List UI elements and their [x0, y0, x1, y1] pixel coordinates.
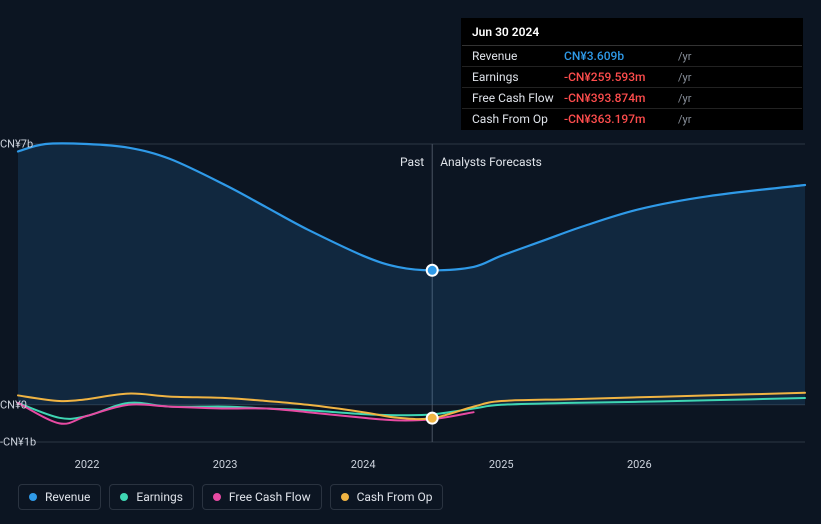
- legend: Revenue Earnings Free Cash Flow Cash From O…: [18, 484, 443, 510]
- y-axis-label: CN¥0: [0, 398, 27, 411]
- tooltip-metric-label: Free Cash Flow: [472, 91, 564, 105]
- x-axis-label: 2025: [489, 458, 514, 471]
- legend-dot-icon: [120, 493, 128, 501]
- x-axis-label: 2023: [213, 458, 238, 471]
- legend-item-earnings[interactable]: Earnings: [109, 484, 194, 510]
- legend-item-cfo[interactable]: Cash From Op: [330, 484, 444, 510]
- legend-label: Revenue: [45, 490, 90, 504]
- tooltip-row-revenue: RevenueCN¥3.609b/yr: [462, 46, 802, 67]
- tooltip-metric-unit: /yr: [678, 50, 691, 63]
- financial-chart: Jun 30 2024 RevenueCN¥3.609b/yrEarnings-…: [0, 0, 821, 524]
- x-axis-label: 2024: [351, 458, 376, 471]
- legend-label: Free Cash Flow: [229, 490, 311, 504]
- legend-dot-icon: [341, 493, 349, 501]
- legend-dot-icon: [213, 493, 221, 501]
- y-axis-label: -CN¥1b: [0, 436, 36, 449]
- past-label: Past: [400, 155, 424, 169]
- marker-revenue: [427, 265, 438, 276]
- tooltip-metric-value: -CN¥259.593m: [564, 70, 674, 84]
- x-axis-label: 2026: [627, 458, 652, 471]
- tooltip-date: Jun 30 2024: [462, 19, 802, 46]
- tooltip-row-earnings: Earnings-CN¥259.593m/yr: [462, 67, 802, 88]
- x-axis-label: 2022: [75, 458, 100, 471]
- tooltip-metric-label: Earnings: [472, 70, 564, 84]
- tooltip-metric-label: Revenue: [472, 49, 564, 63]
- legend-label: Earnings: [136, 490, 183, 504]
- legend-item-revenue[interactable]: Revenue: [18, 484, 101, 510]
- tooltip-metric-unit: /yr: [678, 113, 691, 126]
- legend-dot-icon: [29, 493, 37, 501]
- tooltip-metric-unit: /yr: [678, 71, 691, 84]
- area-revenue: [18, 143, 805, 404]
- line-fcf: [18, 403, 474, 424]
- legend-item-fcf[interactable]: Free Cash Flow: [202, 484, 322, 510]
- hover-tooltip: Jun 30 2024 RevenueCN¥3.609b/yrEarnings-…: [461, 18, 803, 130]
- tooltip-metric-unit: /yr: [678, 92, 691, 105]
- y-axis-label: CN¥7b: [0, 138, 33, 151]
- tooltip-metric-value: -CN¥393.874m: [564, 91, 674, 105]
- tooltip-metric-value: CN¥3.609b: [564, 49, 674, 63]
- tooltip-metric-value: -CN¥363.197m: [564, 112, 674, 126]
- tooltip-row-fcf: Free Cash Flow-CN¥393.874m/yr: [462, 88, 802, 109]
- tooltip-metric-label: Cash From Op: [472, 112, 564, 126]
- legend-label: Cash From Op: [357, 490, 433, 504]
- tooltip-row-cfo: Cash From Op-CN¥363.197m/yr: [462, 109, 802, 129]
- marker-cfo: [427, 413, 438, 424]
- forecast-label: Analysts Forecasts: [440, 155, 542, 169]
